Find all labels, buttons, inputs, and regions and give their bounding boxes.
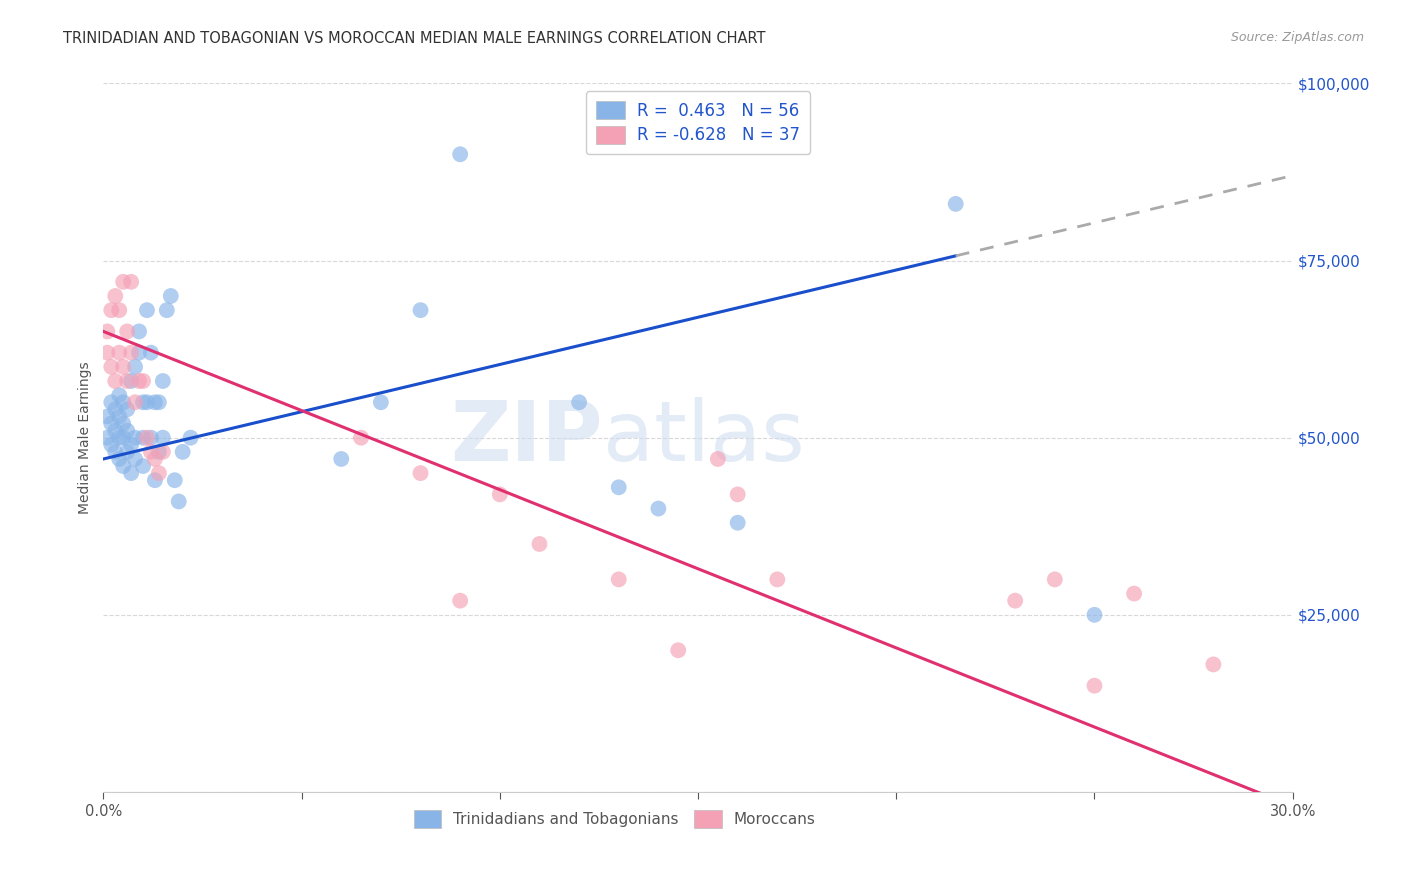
Point <box>112 431 135 445</box>
Point <box>1202 657 1225 672</box>
Point <box>96 345 118 359</box>
Point <box>132 374 155 388</box>
Point <box>120 275 142 289</box>
Point <box>108 345 131 359</box>
Point <box>139 345 162 359</box>
Point <box>707 452 730 467</box>
Text: TRINIDADIAN AND TOBAGONIAN VS MOROCCAN MEDIAN MALE EARNINGS CORRELATION CHART: TRINIDADIAN AND TOBAGONIAN VS MOROCCAN M… <box>63 31 766 46</box>
Point <box>132 395 155 409</box>
Point <box>104 374 127 388</box>
Point <box>449 593 471 607</box>
Point <box>115 424 138 438</box>
Point <box>350 431 373 445</box>
Point <box>163 473 186 487</box>
Point <box>152 431 174 445</box>
Point <box>529 537 551 551</box>
Point <box>108 388 131 402</box>
Point <box>607 573 630 587</box>
Point <box>104 289 127 303</box>
Point <box>120 438 142 452</box>
Point <box>120 374 142 388</box>
Text: ZIP: ZIP <box>450 397 603 478</box>
Point <box>108 409 131 424</box>
Point <box>96 409 118 424</box>
Point <box>100 417 122 431</box>
Point <box>666 643 689 657</box>
Point <box>167 494 190 508</box>
Point <box>330 452 353 467</box>
Legend: Trinidadians and Tobagonians, Moroccans: Trinidadians and Tobagonians, Moroccans <box>408 804 823 834</box>
Point <box>104 424 127 438</box>
Point <box>139 445 162 459</box>
Point <box>647 501 669 516</box>
Point <box>172 445 194 459</box>
Point <box>1123 586 1146 600</box>
Point <box>96 325 118 339</box>
Point <box>100 395 122 409</box>
Point <box>727 487 749 501</box>
Point <box>139 431 162 445</box>
Point <box>124 452 146 467</box>
Point <box>143 473 166 487</box>
Point <box>112 275 135 289</box>
Point <box>409 303 432 318</box>
Point <box>104 445 127 459</box>
Point <box>148 466 170 480</box>
Point <box>488 487 510 501</box>
Point <box>568 395 591 409</box>
Point <box>104 402 127 417</box>
Point <box>115 445 138 459</box>
Point <box>148 395 170 409</box>
Point <box>115 374 138 388</box>
Point <box>108 431 131 445</box>
Y-axis label: Median Male Earnings: Median Male Earnings <box>79 361 93 514</box>
Point <box>766 573 789 587</box>
Point <box>124 359 146 374</box>
Point <box>159 289 181 303</box>
Point <box>132 458 155 473</box>
Point <box>96 431 118 445</box>
Point <box>180 431 202 445</box>
Point <box>100 359 122 374</box>
Point <box>100 303 122 318</box>
Point <box>128 325 150 339</box>
Point <box>128 345 150 359</box>
Point <box>115 325 138 339</box>
Point <box>100 438 122 452</box>
Point <box>112 417 135 431</box>
Point <box>727 516 749 530</box>
Point <box>1004 593 1026 607</box>
Point <box>143 452 166 467</box>
Point <box>409 466 432 480</box>
Point <box>112 458 135 473</box>
Point <box>152 374 174 388</box>
Point <box>120 466 142 480</box>
Point <box>136 303 159 318</box>
Point <box>136 395 159 409</box>
Point <box>120 345 142 359</box>
Point <box>1043 573 1066 587</box>
Point <box>124 395 146 409</box>
Point <box>1083 607 1105 622</box>
Point <box>449 147 471 161</box>
Text: atlas: atlas <box>603 397 804 478</box>
Point <box>945 197 967 211</box>
Point <box>108 452 131 467</box>
Text: Source: ZipAtlas.com: Source: ZipAtlas.com <box>1230 31 1364 45</box>
Point <box>112 359 135 374</box>
Point <box>156 303 179 318</box>
Point <box>148 445 170 459</box>
Point <box>607 480 630 494</box>
Point <box>1083 679 1105 693</box>
Point <box>108 303 131 318</box>
Point <box>143 395 166 409</box>
Point <box>115 402 138 417</box>
Point <box>136 431 159 445</box>
Point <box>152 445 174 459</box>
Point <box>370 395 392 409</box>
Point <box>128 374 150 388</box>
Point <box>124 431 146 445</box>
Point <box>132 431 155 445</box>
Point <box>112 395 135 409</box>
